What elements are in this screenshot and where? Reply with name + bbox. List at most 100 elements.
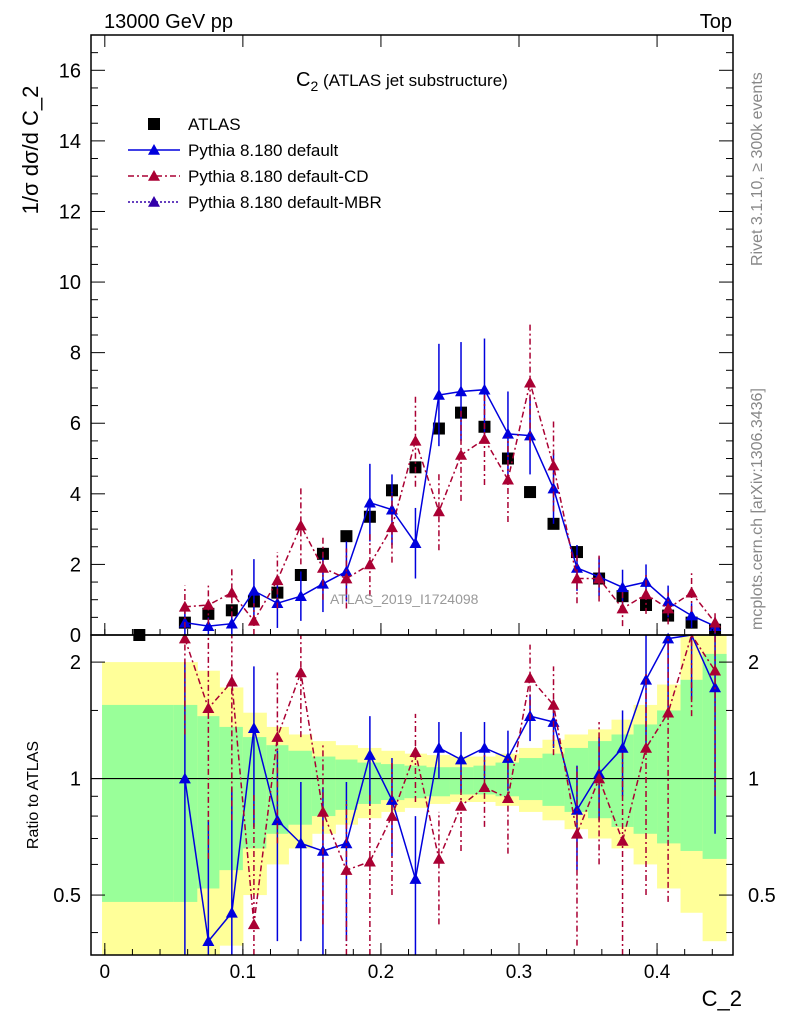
legend-label: ATLAS [188,115,241,134]
ratio-marker [501,792,514,803]
ratio-marker [294,837,307,849]
y-axis-label: 1/σ dσ/d C_2 [18,86,43,215]
series-marker [640,588,653,600]
green-band-bin [426,767,451,797]
ratio-marker [340,864,353,875]
ratio-marker [432,741,445,753]
legend-label: Pythia 8.180 default [188,141,339,160]
atlas-data-point [640,599,653,611]
series-marker [409,537,422,549]
ratio-marker [247,722,260,733]
mcplots-label: mcplots.cern.ch [arXiv:1306.3436] [749,388,766,630]
atlas-data-point [225,604,238,617]
series-marker [616,602,629,614]
series-marker [385,521,398,533]
ratio-marker [409,873,422,884]
series-marker [685,586,698,598]
ratio-marker [478,781,491,793]
ratio-marker [662,632,675,644]
ratio-marker [225,906,238,918]
green-band-bin [173,704,198,902]
series-marker [478,433,491,444]
series-marker [455,385,468,397]
legend-label: Pythia 8.180 default-MBR [188,193,382,212]
x-tick-label: 0.1 [230,962,256,983]
ratio-marker [409,746,422,757]
ratio-panel-frame [90,634,734,956]
series-marker [524,376,537,388]
series-marker [409,434,422,446]
series-marker [247,584,260,596]
series-marker [570,561,583,573]
plot-title-main: C [296,69,310,91]
series-marker [662,602,675,614]
green-band-bin [311,756,336,817]
series-marker [202,599,215,610]
x-tick-label: 0.3 [506,962,532,983]
ratio-marker [570,827,583,839]
legend-marker-square [148,118,160,130]
header-right: Top [700,11,732,33]
ratio-uncertainty-bands [102,635,727,955]
y-tick-label: 0 [70,625,81,647]
legend-marker-triangle [148,170,160,181]
header-left: 13000 GeV pp [104,11,233,33]
legend: ATLAS Pythia 8.180 default Pythia 8.180 de… [128,115,382,212]
ratio-marker [478,741,491,753]
ratio-marker [640,741,653,753]
ratio-marker [316,805,329,817]
series-marker [432,389,445,400]
y-tick-label: 4 [70,484,81,506]
ratio-marker [455,799,468,811]
ratio-series-line [184,634,716,943]
ratio-marker [202,935,215,946]
ratio-marker [225,675,238,687]
ratio-marker [178,772,191,784]
ratio-marker [247,918,260,930]
ratio-marker [455,753,468,765]
y-tick-label: 8 [70,343,81,365]
ratio-tick-label: 1 [70,769,81,791]
series-marker [709,616,722,628]
series-marker [316,561,329,573]
ratio-tick-label-right: 0.5 [748,885,776,907]
legend-marker-triangle [148,196,160,207]
series-marker [385,503,398,515]
rivet-label: Rivet 3.1.10, ≥ 300k events [749,72,766,266]
legend-marker-triangle [148,144,160,155]
ratio-marker [616,741,629,753]
analysis-watermark: ATLAS_2019_I1724098 [330,591,479,607]
ratio-panel-content [91,632,733,955]
series-marker [685,609,698,621]
ratio-marker [662,706,675,718]
y-tick-label: 6 [70,413,81,435]
series-marker [294,590,307,601]
series-marker [340,572,353,584]
series-marker [202,620,215,631]
ratio-marker [593,772,606,784]
ratio-marker [501,752,514,763]
ratio-marker [524,671,537,683]
series-marker [363,558,376,570]
ratio-tick-label-right: 1 [748,769,759,791]
series-marker [225,617,238,629]
x-tick-label: 0.2 [368,962,394,983]
series-marker [455,449,468,460]
series-marker [225,586,238,598]
y-tick-label: 2 [70,554,81,576]
series-marker [178,600,191,612]
series-marker [547,459,560,471]
plot-title: C2 (ATLAS jet substructure) [296,69,508,94]
ratio-marker [709,681,722,693]
series-line [184,388,716,627]
ratio-series-line [184,633,716,925]
ratio-marker [294,666,307,678]
series-marker [524,429,537,441]
y-axis-label-text: 1/σ dσ/d C_2 [18,86,43,215]
series-marker [616,581,629,593]
ratio-axis-label: Ratio to ATLAS [25,741,42,849]
y-tick-label: 10 [59,272,81,294]
green-band-bin [380,764,405,801]
ratio-marker [202,702,215,714]
